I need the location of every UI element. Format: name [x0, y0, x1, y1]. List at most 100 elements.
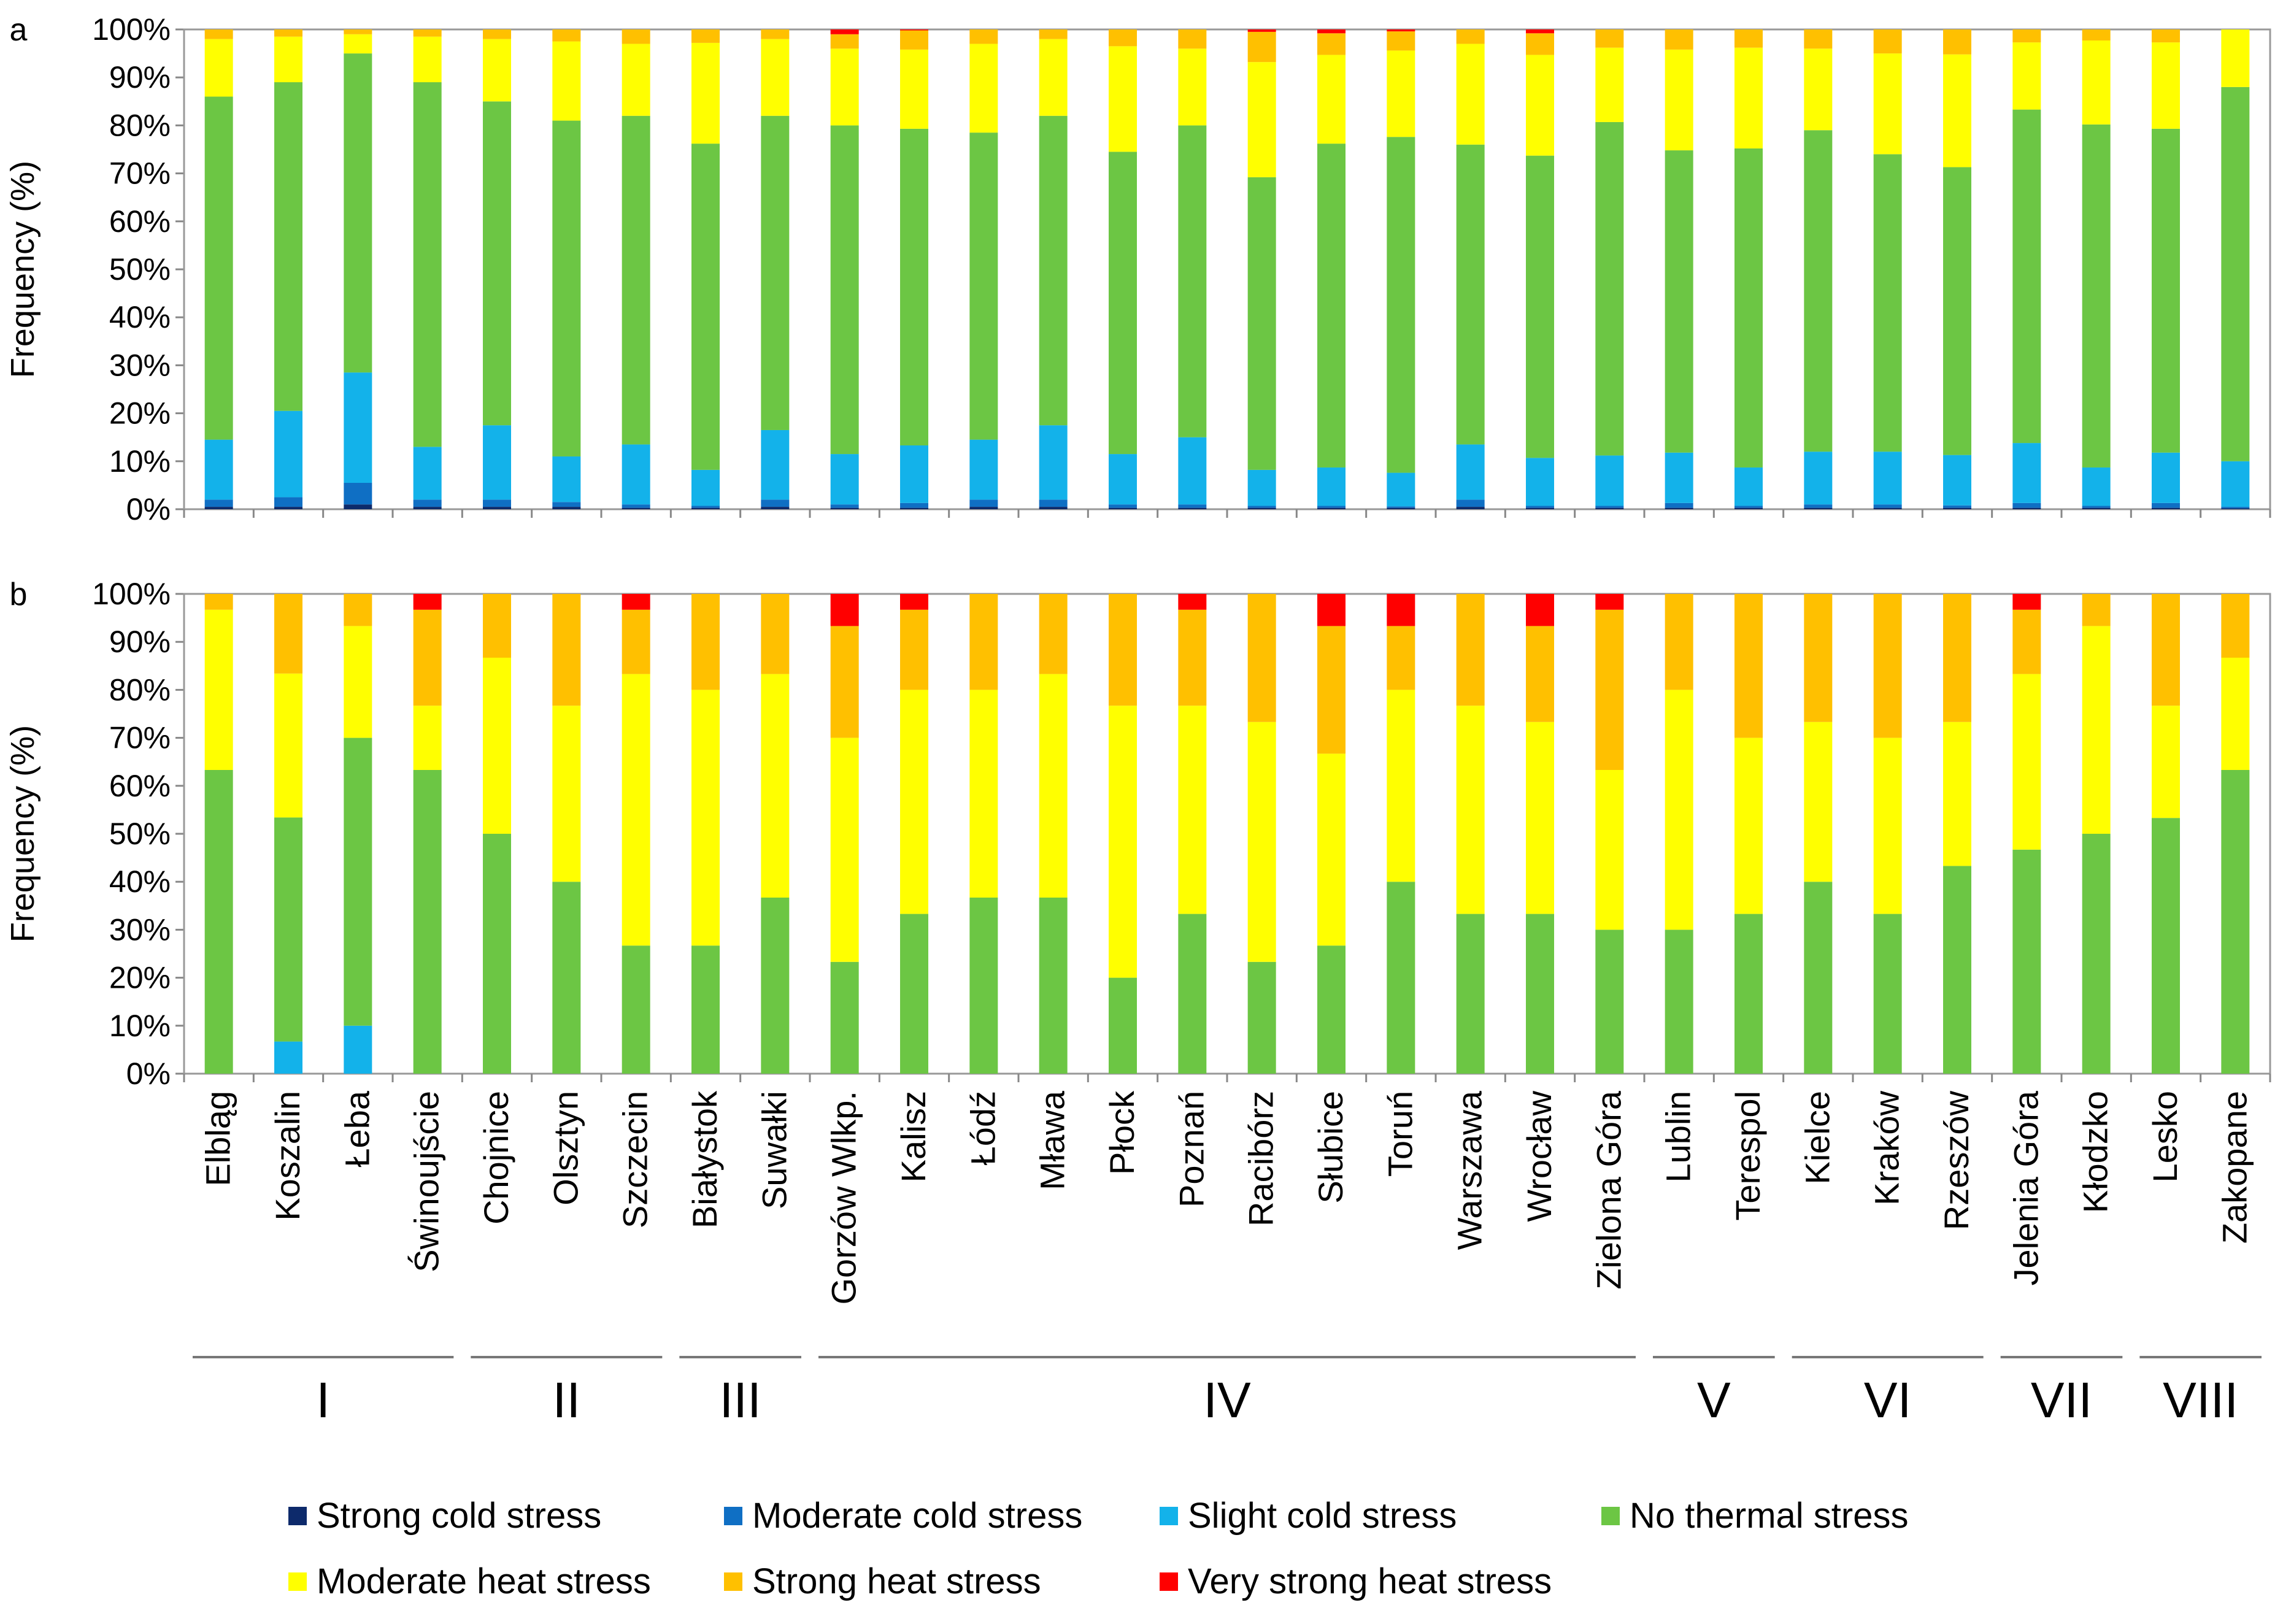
bar-segment-slight-cold-stress [1943, 455, 1971, 506]
bar-segment-strong-cold-stress [2152, 507, 2180, 509]
y-tick-label: 40% [109, 300, 171, 334]
bar-segment-moderate-heat-stress [830, 48, 859, 126]
bar-segment-no-thermal-stress [1178, 125, 1207, 437]
bar-segment-no-thermal-stress [969, 898, 998, 1074]
bar-segment-moderate-heat-stress [1873, 53, 1902, 155]
bar-segment-strong-heat-stress [900, 30, 928, 50]
bar-segment-no-thermal-stress [830, 961, 859, 1074]
category-label: Terespol [1728, 1091, 1767, 1221]
y-tick-label: 70% [109, 156, 171, 191]
bar-segment-no-thermal-stress [1873, 154, 1902, 452]
bar-segment-strong-heat-stress [1526, 33, 1554, 55]
bar-segment-no-thermal-stress [2221, 87, 2250, 461]
bar-segment-moderate-heat-stress [2221, 658, 2250, 770]
bar-segment-moderate-heat-stress [204, 39, 233, 97]
bar-segment-slight-cold-stress [1456, 444, 1485, 500]
bar-segment-no-thermal-stress [1317, 945, 1346, 1074]
bar-segment-no-thermal-stress [413, 82, 442, 447]
bar-segment-moderate-heat-stress [2012, 674, 2041, 850]
bar-segment-slight-cold-stress [1387, 472, 1415, 507]
bar-segment-moderate-cold-stress [830, 504, 859, 508]
bar-segment-moderate-heat-stress [830, 737, 859, 962]
group-label-v: V [1697, 1372, 1731, 1428]
bar-segment-moderate-heat-stress [2082, 40, 2111, 125]
bar-segment-strong-heat-stress [552, 29, 581, 42]
bar-segment-strong-cold-stress [1873, 507, 1902, 509]
category-label: Elbląg [199, 1091, 237, 1187]
bar-segment-no-thermal-stress [483, 101, 511, 426]
bar-segment-no-thermal-stress [204, 96, 233, 440]
bar-segment-no-thermal-stress [1595, 121, 1624, 456]
bar-segment-moderate-heat-stress [1109, 46, 1137, 152]
bar-segment-no-thermal-stress [1109, 152, 1137, 455]
bar-segment-no-thermal-stress [1387, 882, 1415, 1074]
bar-segment-moderate-cold-stress [1595, 506, 1624, 508]
bar-segment-no-thermal-stress [483, 834, 511, 1074]
bar-segment-moderate-heat-stress [1526, 722, 1554, 914]
bar-segment-moderate-heat-stress [1317, 753, 1346, 946]
bar-segment-slight-cold-stress [552, 456, 581, 502]
bar-segment-moderate-heat-stress [413, 706, 442, 770]
bar-segment-strong-heat-stress [761, 594, 790, 674]
bar-segment-moderate-cold-stress [413, 499, 442, 507]
bar-segment-moderate-heat-stress [1387, 690, 1415, 882]
bar-segment-no-thermal-stress [1526, 155, 1554, 458]
bar-segment-slight-cold-stress [274, 1041, 302, 1074]
bar-segment-moderate-cold-stress [2221, 507, 2250, 509]
bar-segment-strong-heat-stress [900, 609, 928, 690]
y-tick-label: 90% [109, 60, 171, 94]
y-tick-label: 50% [109, 252, 171, 287]
bar-segment-very-strong-heat-stress [1526, 594, 1554, 626]
bar-segment-no-thermal-stress [274, 82, 302, 411]
bar-segment-strong-heat-stress [483, 594, 511, 658]
bar-segment-no-thermal-stress [2221, 769, 2250, 1074]
bar-segment-slight-cold-stress [1317, 467, 1346, 506]
bar-segment-strong-cold-stress [1247, 507, 1276, 509]
bar-segment-moderate-heat-stress [2012, 42, 2041, 110]
bar-segment-moderate-heat-stress [274, 673, 302, 818]
category-label: Gorzów Wlkp. [825, 1091, 863, 1305]
bar-segment-moderate-heat-stress [1595, 47, 1624, 122]
bar-segment-strong-heat-stress [830, 34, 859, 49]
category-label: Szczecin [616, 1091, 655, 1228]
bar-segment-slight-cold-stress [761, 429, 790, 500]
bar-segment-moderate-heat-stress [552, 706, 581, 882]
bar-segment-moderate-heat-stress [1734, 47, 1763, 148]
bar-segment-very-strong-heat-stress [1595, 594, 1624, 610]
bar-segment-strong-heat-stress [1247, 594, 1276, 722]
bar-segment-no-thermal-stress [1109, 977, 1137, 1074]
bar-segment-no-thermal-stress [900, 128, 928, 445]
bar-segment-moderate-heat-stress [413, 36, 442, 83]
bar-segment-strong-cold-stress [1665, 507, 1693, 509]
category-label: Płock [1103, 1090, 1141, 1175]
bar-segment-strong-heat-stress [413, 29, 442, 37]
bar-segment-no-thermal-stress [344, 737, 372, 1026]
y-tick-label: 0% [126, 1056, 171, 1091]
bar-segment-no-thermal-stress [552, 882, 581, 1074]
bar-segment-strong-heat-stress [622, 609, 650, 674]
y-tick-label: 60% [109, 204, 171, 239]
category-label: Łódź [963, 1091, 1002, 1165]
bar-segment-moderate-heat-stress [2152, 42, 2180, 129]
bar-segment-strong-heat-stress [1178, 29, 1207, 49]
bar-segment-moderate-cold-stress [2012, 502, 2041, 508]
bar-segment-strong-heat-stress [1456, 29, 1485, 44]
legend-label-slight-cold-stress: Slight cold stress [1188, 1496, 1457, 1536]
bar-segment-strong-heat-stress [691, 594, 720, 690]
bar-segment-no-thermal-stress [1734, 914, 1763, 1074]
bar-segment-no-thermal-stress [2082, 124, 2111, 468]
y-tick-label: 60% [109, 769, 171, 803]
bar-segment-strong-cold-stress [1595, 507, 1624, 509]
bar-segment-strong-heat-stress [1317, 33, 1346, 55]
bar-segment-moderate-cold-stress [1456, 499, 1485, 507]
bar-segment-strong-cold-stress [204, 507, 233, 509]
bar-segment-slight-cold-stress [1873, 452, 1902, 505]
bar-segment-strong-cold-stress [1039, 507, 1068, 509]
bar-segment-strong-heat-stress [483, 29, 511, 39]
category-label: Rzeszów [1937, 1090, 1976, 1230]
bar-segment-moderate-heat-stress [969, 44, 998, 133]
bar-segment-strong-heat-stress [1595, 29, 1624, 48]
category-label: Koszalin [268, 1091, 307, 1221]
bar-segment-no-thermal-stress [1247, 961, 1276, 1074]
legend-swatch-moderate-heat-stress [288, 1572, 307, 1591]
